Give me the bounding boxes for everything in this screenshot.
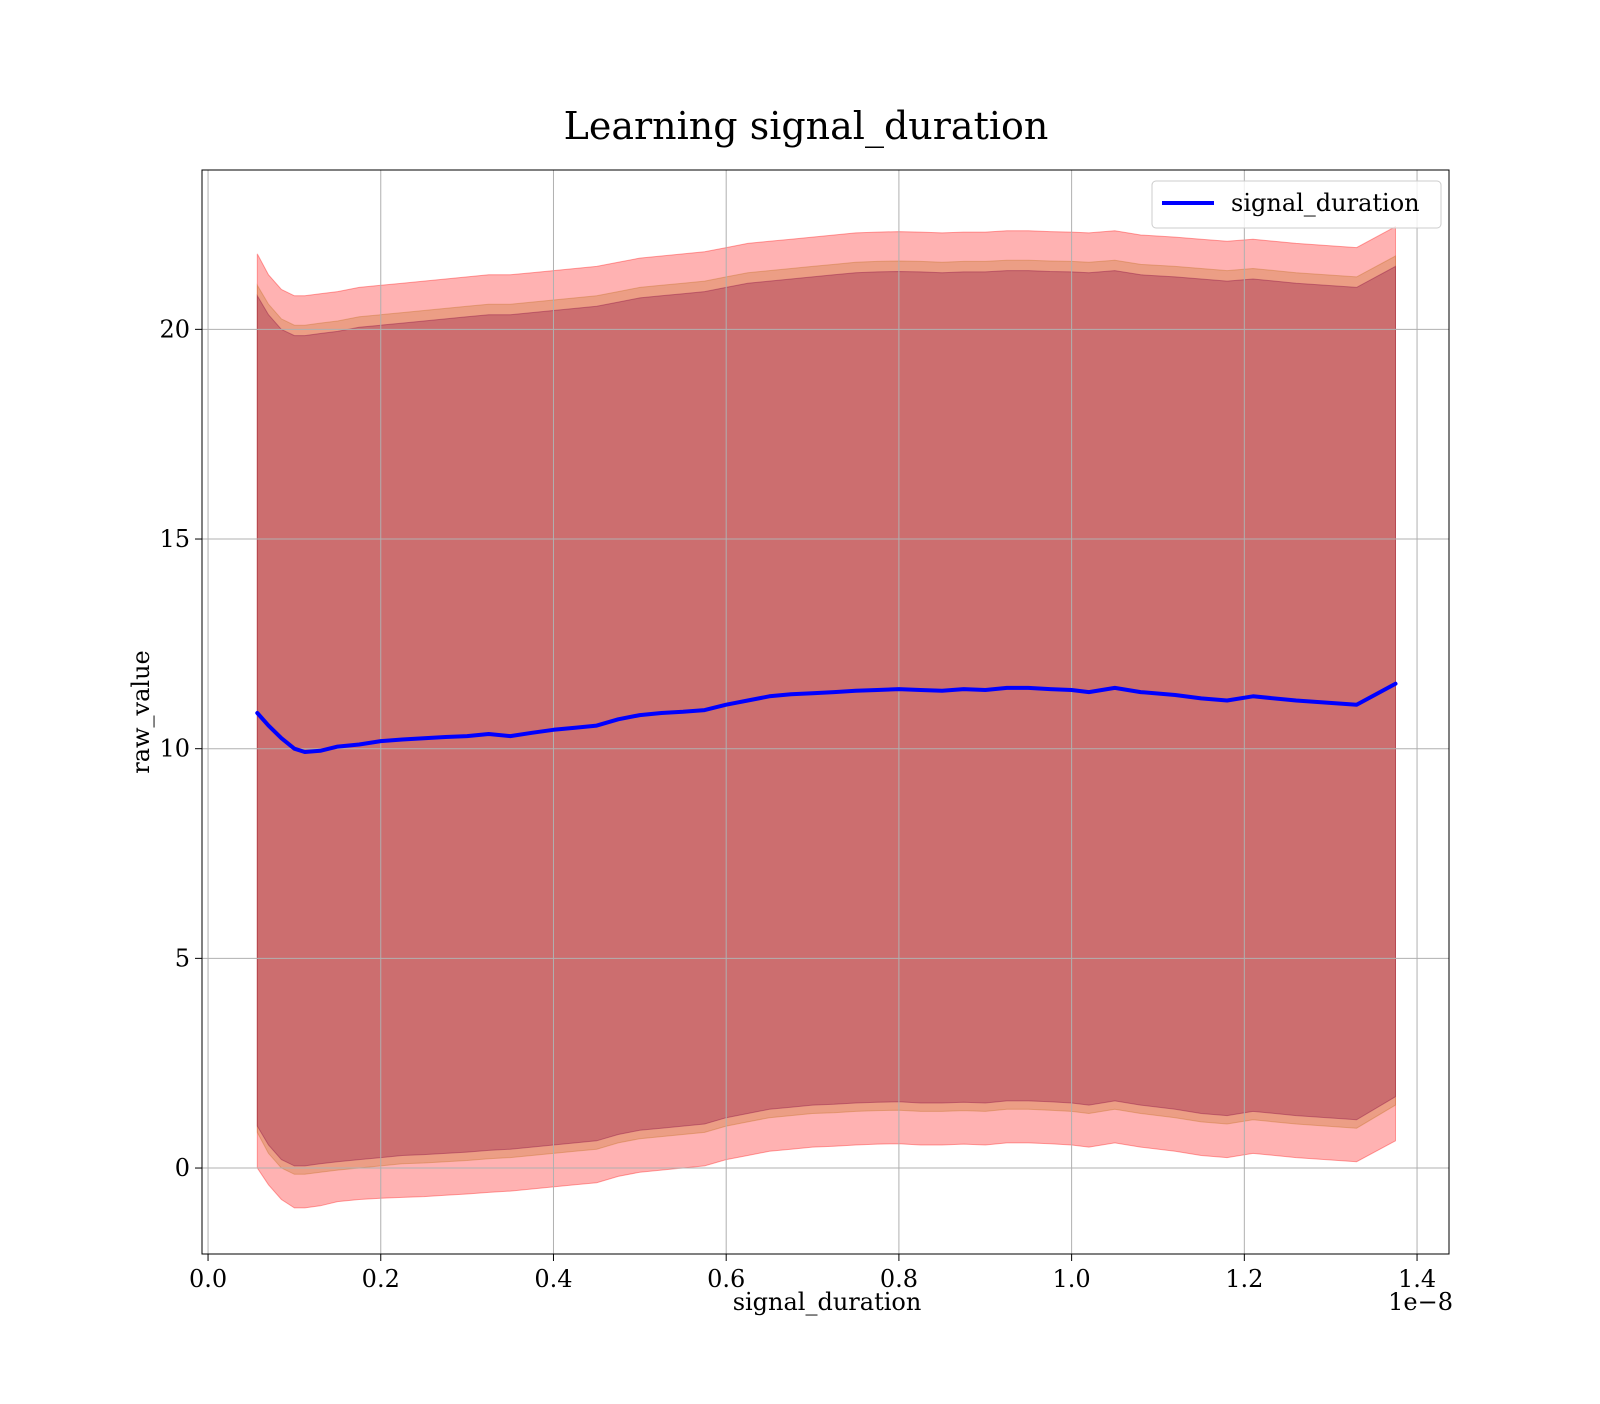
ticks-layer: 0.0 0.2 0.4 0.6 0.8 1.0 1.2 1.4 0 5 10 15 20 (159, 315, 1436, 1293)
x-tick-label: 0.4 (534, 1265, 572, 1293)
y-tick-label: 5 (175, 944, 190, 972)
x-tick-label: 0.0 (189, 1265, 227, 1293)
x-offset-label: 1e−8 (1388, 1288, 1453, 1316)
plot-frame (201, 169, 1450, 1255)
series-line-0 (255, 681, 1398, 754)
legend-entry-signal-duration: signal_duration (1231, 189, 1420, 217)
y-tick-label: 0 (175, 1154, 190, 1182)
x-tick-label: 0.6 (707, 1265, 745, 1293)
confidence-band-2 (256, 265, 1396, 1167)
y-axis-label: raw_value (127, 650, 155, 774)
x-tick-label: 1.0 (1053, 1265, 1091, 1293)
grid-layer (202, 170, 1449, 1254)
legend-box (1151, 180, 1442, 229)
x-tick-label: 1.2 (1225, 1265, 1263, 1293)
legend: signal_duration (1151, 180, 1442, 229)
x-tick-label: 1.4 (1398, 1265, 1436, 1293)
x-axis-label: signal_duration (733, 1288, 922, 1316)
bands-layer (256, 225, 1396, 1209)
chart-title: Learning signal_duration (564, 104, 1049, 149)
y-tick-label: 10 (159, 735, 190, 763)
line-layer (255, 681, 1398, 754)
y-tick-label: 20 (159, 315, 190, 343)
y-tick-label: 15 (159, 525, 190, 553)
x-tick-label: 0.8 (880, 1265, 918, 1293)
x-tick-label: 0.2 (362, 1265, 400, 1293)
